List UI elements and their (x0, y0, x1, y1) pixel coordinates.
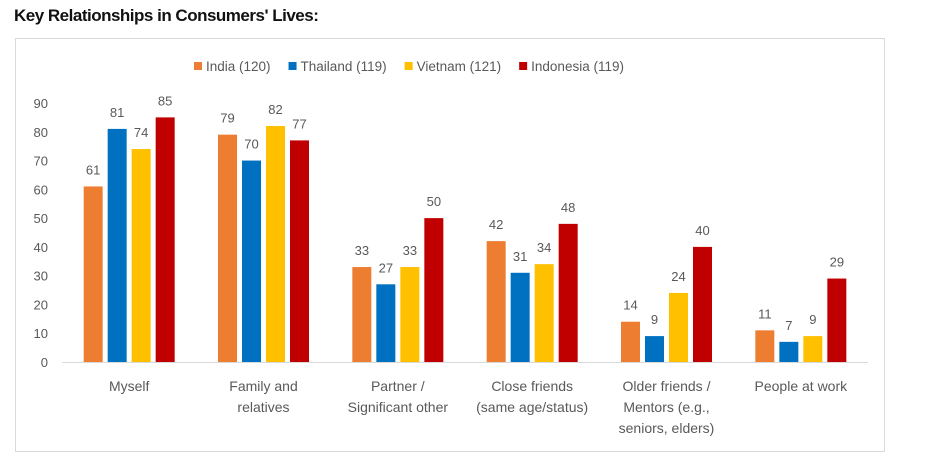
data-label: 24 (671, 269, 685, 284)
data-label: 85 (158, 93, 172, 108)
y-tick-label: 80 (34, 125, 48, 140)
bar (131, 149, 151, 362)
data-label: 77 (292, 116, 306, 131)
x-tick-label: Family and (229, 378, 297, 394)
bar (779, 341, 799, 362)
legend-swatch (194, 62, 202, 70)
data-label: 7 (785, 318, 792, 333)
bar (558, 223, 578, 362)
data-label: 29 (830, 255, 844, 270)
bar (242, 160, 261, 362)
chart-frame (15, 38, 885, 452)
bar (486, 241, 506, 362)
y-tick-label: 70 (34, 154, 48, 169)
bar (803, 336, 823, 362)
y-tick-label: 90 (34, 96, 48, 111)
data-label: 48 (561, 200, 575, 215)
y-tick-label: 20 (34, 297, 48, 312)
bar (693, 246, 712, 362)
y-tick-label: 0 (41, 355, 48, 370)
x-tick-label: Significant other (348, 399, 449, 415)
data-label: 50 (427, 194, 441, 209)
bar (534, 264, 554, 362)
data-label: 79 (220, 111, 234, 126)
data-label: 9 (809, 312, 816, 327)
legend-label: Indonesia (119) (531, 59, 624, 74)
bar (400, 267, 420, 362)
legend-swatch (404, 62, 413, 70)
data-label: 33 (355, 243, 369, 258)
y-tick-label: 50 (34, 211, 48, 226)
data-label: 61 (86, 162, 100, 177)
x-tick-label: Partner / (371, 378, 425, 394)
data-label: 27 (379, 260, 393, 275)
bar (83, 186, 103, 362)
data-label: 40 (695, 223, 709, 238)
bar (645, 336, 664, 362)
bar (155, 117, 175, 362)
bar (669, 292, 688, 362)
x-tick-label: relatives (237, 399, 289, 415)
legend-swatch (288, 62, 297, 70)
data-label: 42 (489, 217, 503, 232)
x-tick-label: Myself (109, 378, 150, 394)
y-tick-label: 10 (34, 326, 48, 341)
chart-title: Key Relationships in Consumers' Lives: (14, 6, 319, 25)
bar (107, 128, 127, 362)
data-label: 70 (244, 137, 258, 152)
x-tick-label: seniors, elders) (619, 420, 715, 436)
data-label: 74 (134, 125, 148, 140)
x-tick-label: Mentors (e.g., (623, 399, 709, 415)
bar (424, 218, 444, 362)
x-tick-label: (same age/status) (476, 399, 588, 415)
bar (266, 126, 285, 363)
bar (376, 284, 396, 362)
bar (218, 134, 237, 362)
data-label: 31 (513, 249, 527, 264)
bar (755, 330, 775, 362)
data-label: 34 (537, 240, 551, 255)
x-tick-label: Older friends / (623, 378, 711, 394)
data-label: 82 (268, 102, 282, 117)
x-tick-label: People at work (755, 378, 849, 394)
y-tick-label: 40 (34, 240, 48, 255)
data-label: 33 (403, 243, 417, 258)
legend-swatch (519, 62, 528, 70)
data-label: 11 (758, 306, 772, 321)
data-label: 9 (651, 312, 658, 327)
x-tick-label: Close friends (491, 378, 573, 394)
legend-label: India (120) (206, 59, 271, 74)
bar (352, 267, 372, 362)
data-label: 81 (110, 105, 124, 120)
legend-label: Thailand (119) (301, 59, 387, 74)
bar (827, 278, 847, 362)
y-tick-label: 30 (34, 269, 48, 284)
data-label: 14 (623, 298, 637, 313)
legend-label: Vietnam (121) (417, 59, 502, 74)
bar (290, 140, 309, 362)
bar (510, 272, 530, 362)
y-tick-label: 60 (34, 182, 48, 197)
bar (621, 321, 640, 362)
